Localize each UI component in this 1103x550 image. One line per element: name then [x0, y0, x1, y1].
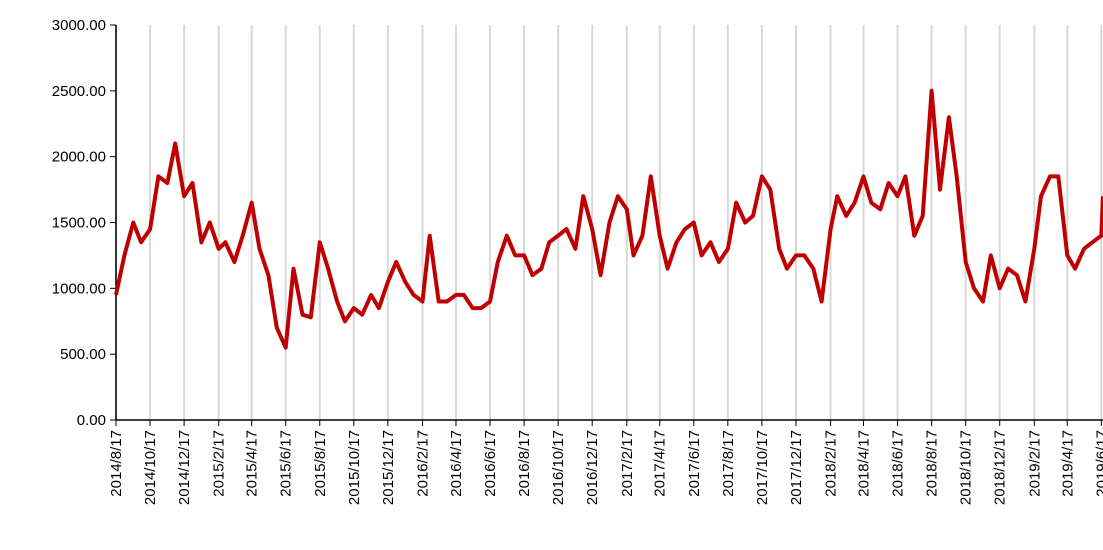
x-tick-label: 2015/12/17 [380, 430, 397, 505]
x-tick-label: 2015/4/17 [244, 430, 261, 497]
x-tick-label: 2018/6/17 [890, 430, 907, 497]
y-tick-label: 0.00 [77, 412, 106, 429]
line [114, 88, 1103, 350]
y-tick-label: 3000.00 [52, 17, 106, 34]
x-tick-label: 2018/4/17 [856, 430, 873, 497]
x-tick-label: 2015/8/17 [312, 430, 329, 497]
y-tick-label: 2000.00 [52, 149, 106, 166]
x-tick-label: 2019/4/17 [1059, 430, 1076, 497]
x-tick-label: 2018/8/17 [924, 430, 941, 497]
y-tick-label: 1000.00 [52, 280, 106, 297]
x-tick-label: 2016/4/17 [448, 430, 465, 497]
y-tick-label: 2500.00 [52, 83, 106, 100]
x-tick-label: 2019/2/17 [1026, 430, 1043, 497]
x-tick-label: 2017/8/17 [720, 430, 737, 497]
y-tick-label: 1500.00 [52, 215, 106, 232]
x-tick-label: 2015/10/17 [346, 430, 363, 505]
x-tick-label: 2017/12/17 [788, 430, 805, 505]
x-tick-label: 2014/12/17 [176, 430, 193, 505]
x-tick-label: 2017/6/17 [686, 430, 703, 497]
x-tick-label: 2017/10/17 [754, 430, 771, 505]
x-tick-label: 2015/6/17 [278, 430, 295, 497]
x-tick-label: 2016/6/17 [482, 430, 499, 497]
x-tick-label: 2016/8/17 [516, 430, 533, 497]
x-tick-label: 2016/10/17 [550, 430, 567, 505]
x-tick-label: 2016/2/17 [414, 430, 431, 497]
x-tick-label: 2018/2/17 [823, 430, 840, 497]
x-tick-label: 2019/6/17 [1093, 430, 1103, 497]
x-tick-label: 2015/2/17 [211, 430, 228, 497]
x-tick-label: 2017/2/17 [619, 430, 636, 497]
x-tick-label: 2016/12/17 [584, 430, 601, 505]
x-tick-label: 2017/4/17 [652, 430, 669, 497]
x-tick-label: 2018/12/17 [992, 430, 1009, 505]
x-tick-label: 2014/10/17 [142, 430, 159, 505]
x-tick-label: 2014/8/17 [108, 430, 125, 497]
y-tick-label: 500.00 [60, 346, 106, 363]
x-tick-label: 2018/10/17 [958, 430, 975, 505]
